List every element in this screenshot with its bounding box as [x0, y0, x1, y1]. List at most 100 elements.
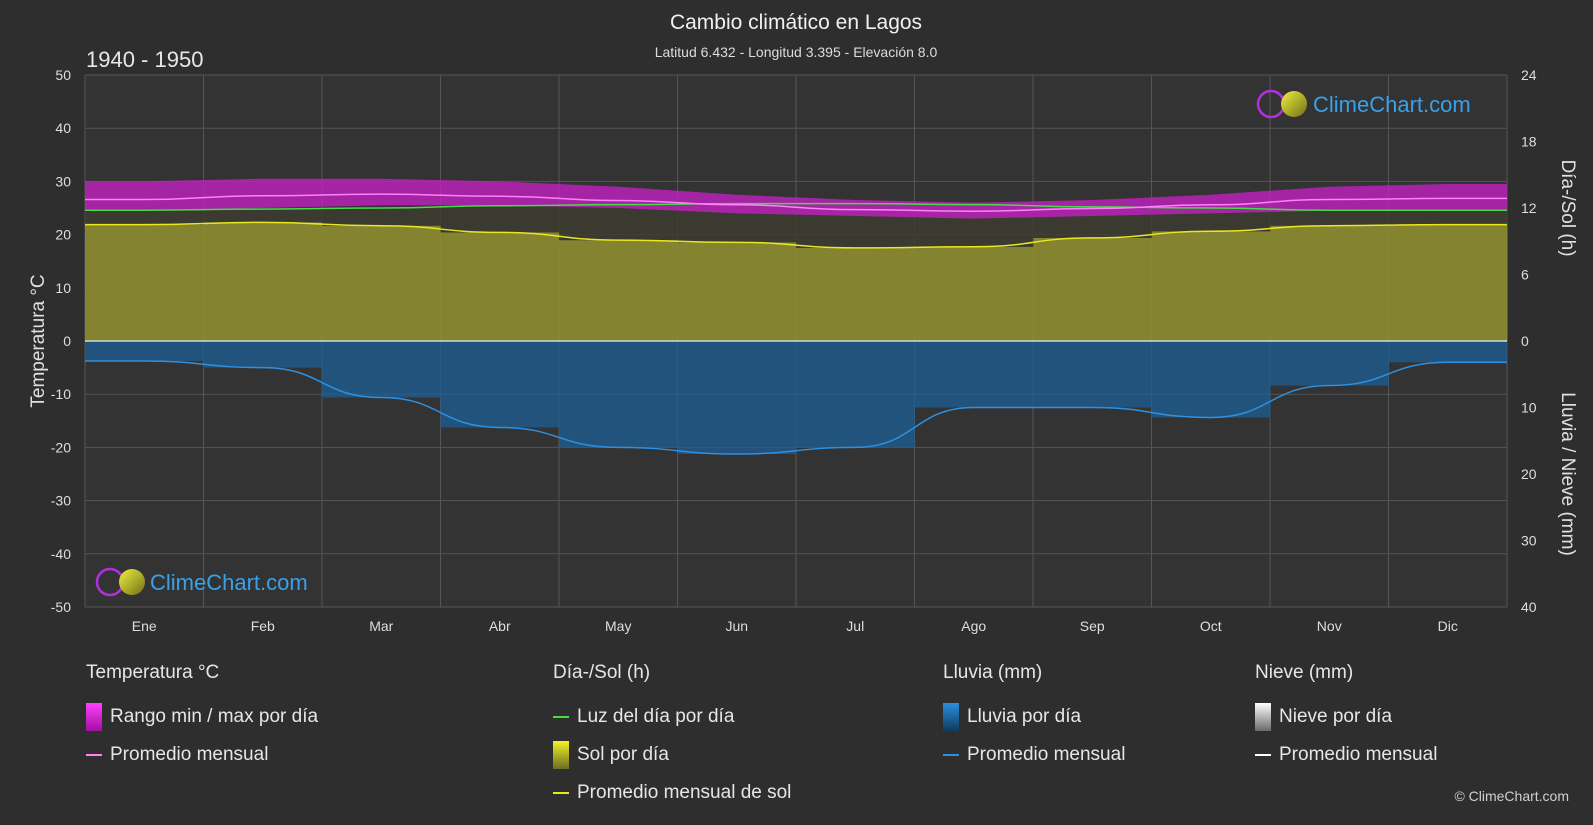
y2-tick-label: 6 [1521, 267, 1529, 283]
legend-label: Lluvia por día [967, 706, 1082, 727]
daylight-bar [1270, 210, 1389, 226]
legend-label: Luz del día por día [577, 706, 735, 727]
y2-axis-label-sun: Día-/Sol (h) [1557, 159, 1578, 256]
rain-bar [677, 341, 797, 455]
y2-tick-label: 0 [1521, 333, 1529, 349]
logo-top[interactable]: ClimeChart.com [1256, 89, 1471, 119]
logo-sun-icon [119, 569, 145, 595]
temp-avg-line [85, 193, 1507, 212]
rain-avg-line [84, 360, 1507, 455]
rain-swatch [943, 703, 959, 731]
legend-temperature: Temperatura °C Rango min / max por día P… [86, 662, 318, 774]
temp-avg-swatch [86, 754, 102, 756]
daylight-bar [203, 209, 323, 223]
x-tick-label: Jul [846, 618, 864, 634]
y-tick-label: 50 [55, 67, 71, 83]
sun-bar [322, 225, 441, 341]
daylight-swatch [553, 716, 569, 718]
legend-heading: Temperatura °C [86, 662, 220, 683]
y-tick-label: 30 [55, 173, 71, 189]
legend-label: Promedio mensual [1279, 744, 1438, 765]
logo-text: ClimeChart.com [1313, 92, 1471, 117]
sun-area [85, 203, 1508, 341]
sun-swatch [553, 741, 569, 769]
y-tick-label: 0 [63, 333, 71, 349]
daylight-bar [85, 210, 204, 225]
rain-bar [1151, 341, 1271, 418]
y-tick-label: 20 [55, 227, 71, 243]
daylight-line [85, 202, 1507, 211]
y-tick-label: 40 [55, 120, 71, 136]
legend-item: Rango min / max por día [86, 698, 318, 736]
logo-text: ClimeChart.com [150, 570, 308, 595]
temp-range-band [85, 178, 1507, 219]
y2-tick-label: 30 [1521, 533, 1537, 549]
logo-sun-icon [1281, 91, 1307, 117]
rain-avg-swatch [943, 754, 959, 756]
y-tick-label: -50 [51, 599, 71, 615]
x-axis-ticks: Ene Feb Mar Abr May Jun Jul Ago Sep Oct Nov Dic [132, 618, 1458, 634]
x-tick-label: Oct [1200, 618, 1222, 634]
legend-item: Promedio mensual [1255, 736, 1437, 774]
daylight-bar [440, 205, 560, 233]
legend-label: Promedio mensual [967, 744, 1126, 765]
y2-tick-label: 40 [1521, 599, 1537, 615]
snow-avg-swatch [1255, 754, 1271, 756]
legend-item: Promedio mensual de sol [553, 774, 791, 812]
legend-item: Luz del día por día [553, 698, 791, 736]
y2-axis-label-rain: Lluvia / Nieve (mm) [1557, 392, 1578, 556]
temperature-range-band [85, 178, 1507, 219]
x-tick-label: Abr [489, 618, 511, 634]
y2-tick-label: 10 [1521, 400, 1537, 416]
daylight-bar [1388, 210, 1508, 225]
rain-area [85, 341, 1508, 455]
legend-rain: Lluvia (mm) Lluvia por día Promedio mens… [943, 662, 1125, 774]
sun-bar [559, 240, 678, 341]
right-axis-ticks: 24 18 12 6 0 10 20 30 40 [1521, 67, 1537, 615]
rain-bar [440, 341, 560, 428]
legend-label: Promedio mensual de sol [577, 782, 792, 803]
copyright: © ClimeChart.com [1454, 788, 1569, 804]
sun-bar [677, 242, 797, 341]
y-axis-label: Temperatura °C [28, 274, 49, 407]
legend-heading: Lluvia (mm) [943, 662, 1043, 683]
sun-bar [85, 224, 204, 341]
snow-swatch [1255, 703, 1271, 731]
climate-chart: Cambio climático en Lagos Latitud 6.432 … [28, 11, 1578, 634]
x-tick-label: Nov [1317, 618, 1342, 634]
temp-range-swatch [86, 703, 102, 731]
legend-label: Nieve por día [1279, 706, 1393, 727]
rain-bar [85, 341, 204, 361]
x-tick-label: Feb [251, 618, 275, 634]
x-tick-label: Ago [961, 618, 986, 634]
legend-label: Promedio mensual [110, 744, 269, 765]
sun-bar [914, 246, 1034, 341]
period-label: 1940 - 1950 [86, 47, 203, 72]
sun-bar [1151, 231, 1271, 341]
x-tick-label: Mar [369, 618, 393, 634]
y-tick-label: -40 [51, 546, 71, 562]
x-tick-label: Sep [1080, 618, 1105, 634]
legend-heading: Día-/Sol (h) [553, 662, 651, 683]
rain-bar [1033, 341, 1152, 408]
legend-item: Sol por día [553, 736, 791, 774]
rain-bar [914, 341, 1034, 408]
logo-bottom[interactable]: ClimeChart.com [95, 567, 308, 597]
x-tick-label: Dic [1438, 618, 1458, 634]
legend-label: Rango min / max por día [110, 706, 319, 727]
rain-bar [322, 341, 441, 398]
x-tick-label: May [605, 618, 631, 634]
legend-item: Nieve por día [1255, 698, 1437, 736]
legend-heading: Nieve (mm) [1255, 662, 1354, 683]
y2-tick-label: 20 [1521, 466, 1537, 482]
y-tick-label: -30 [51, 493, 71, 509]
rain-bar [203, 341, 323, 368]
x-tick-label: Ene [132, 618, 157, 634]
legend-item: Promedio mensual [86, 736, 318, 774]
y-tick-label: -10 [51, 386, 71, 402]
x-tick-label: Jun [725, 618, 748, 634]
sun-avg-line [84, 221, 1507, 249]
sun-bar [1033, 237, 1152, 341]
sun-bar [440, 232, 560, 341]
y2-tick-label: 24 [1521, 67, 1537, 83]
